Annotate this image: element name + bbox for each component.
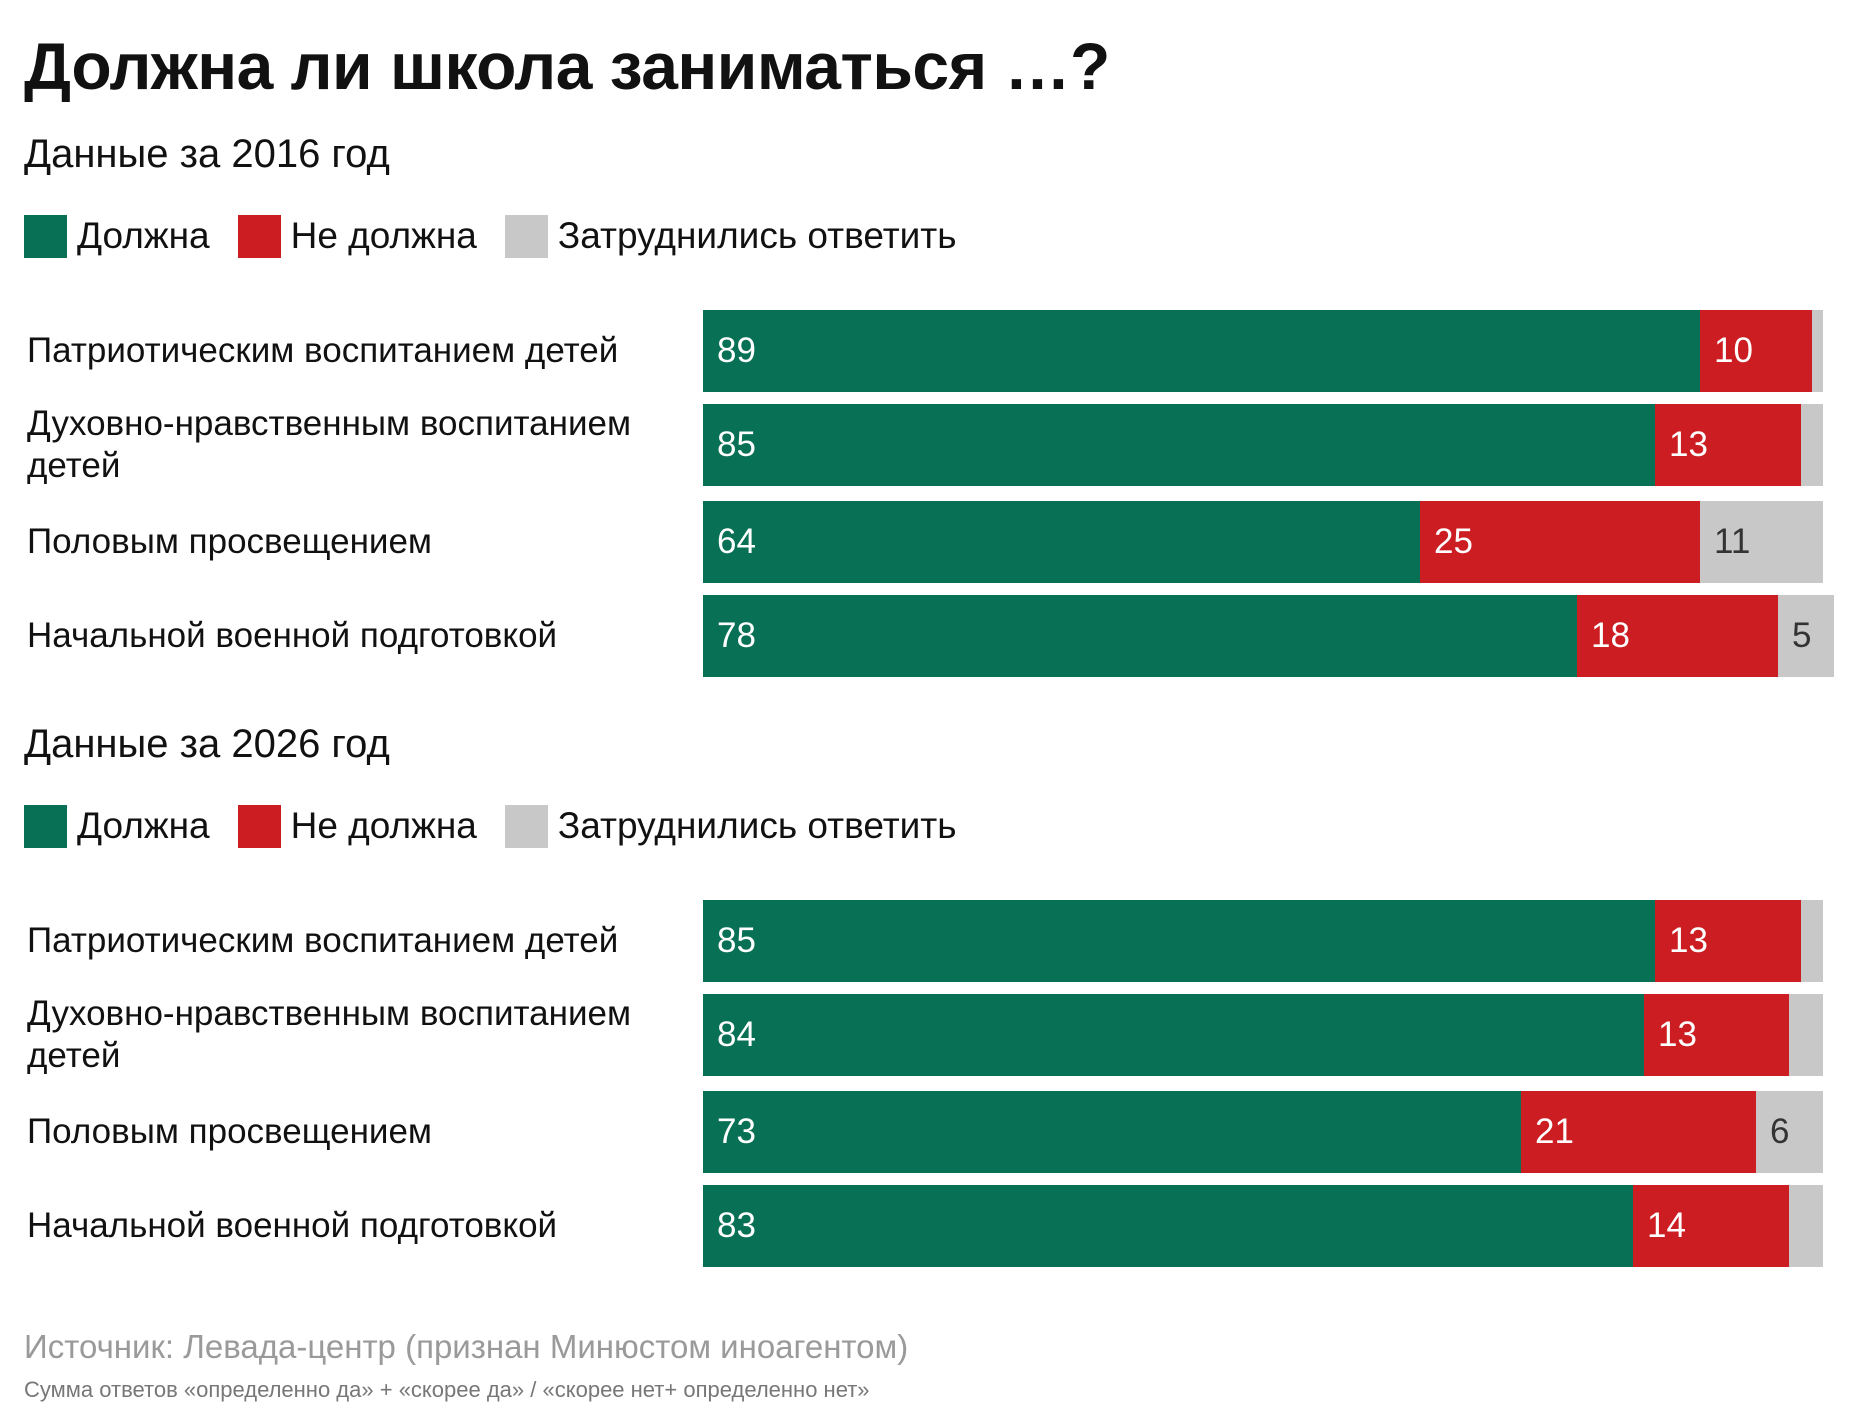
panel-subtitle: Данные за 2026 год	[24, 722, 390, 766]
bar-segment-unsure	[1801, 900, 1823, 982]
bar-segment-no	[1655, 404, 1801, 486]
legend-item-yes: Должна	[24, 214, 210, 258]
source-text: Источник: Левада-центр (признан Минюстом…	[24, 1328, 909, 1365]
legend-label-unsure: Затруднились ответить	[557, 805, 957, 846]
legend-swatch-yes	[24, 804, 67, 848]
panel-2026: Данные за 2026 год Должна Не должна Затр…	[0, 722, 1852, 1282]
data-label: 21	[1535, 1112, 1574, 1151]
legend-label-no: Не должна	[290, 215, 477, 256]
bar-segment-no	[1633, 1185, 1789, 1267]
category-label: Половым просвещением	[27, 1112, 432, 1151]
bar-segment-unsure	[1756, 1091, 1823, 1173]
data-label: 78	[717, 616, 756, 655]
category-label: Духовно-нравственным воспитанием детей	[27, 994, 632, 1075]
legend-item-yes: Должна	[24, 804, 210, 848]
legend-swatch-no	[237, 804, 281, 848]
data-label: 18	[1591, 616, 1630, 655]
bar-row: Половым просвещением 73 21 6	[0, 1091, 1852, 1173]
stacked-bar: 73 21 6	[703, 1091, 1823, 1173]
data-label: 11	[1714, 522, 1751, 561]
bar-segment-no	[1700, 310, 1812, 392]
bar-row: Духовно-нравственным воспитанием детей 84…	[0, 994, 1852, 1076]
legend-item-unsure: Затруднились ответить	[504, 214, 957, 258]
data-label: 84	[717, 1015, 756, 1054]
legend-item-no: Не должна	[237, 804, 477, 848]
category-label: Духовно-нравственным воспитанием детей	[27, 404, 632, 485]
legend-label-yes: Должна	[77, 805, 210, 846]
legend-label-unsure: Затруднились ответить	[557, 215, 957, 256]
bar-segment-unsure	[1801, 404, 1823, 486]
data-label: 73	[717, 1112, 756, 1151]
bar-segment-yes	[703, 1091, 1521, 1173]
panel-2016: Данные за 2016 год Должна Не должна Затр…	[0, 132, 1852, 692]
bar-row: Патриотическим воспитанием детей 89 10	[0, 310, 1852, 392]
bar-segment-no	[1655, 900, 1801, 982]
data-label: 13	[1669, 921, 1708, 960]
stacked-bar: 85 13	[703, 900, 1823, 982]
category-label: Патриотическим воспитанием детей	[27, 331, 619, 370]
bar-segment-unsure	[1789, 1185, 1823, 1267]
bar-row: Духовно-нравственным воспитанием детей 85…	[0, 404, 1852, 486]
bar-segment-unsure	[1700, 501, 1823, 583]
legend-label-no: Не должна	[290, 805, 477, 846]
legend-item-no: Не должна	[237, 214, 477, 258]
data-label: 64	[717, 522, 756, 561]
category-label: Начальной военной подготовкой	[27, 1206, 558, 1245]
legend-swatch-yes	[24, 214, 67, 258]
bar-segment-no	[1521, 1091, 1756, 1173]
data-label: 6	[1770, 1112, 1790, 1151]
stacked-bar: 64 25 11	[703, 501, 1823, 583]
bar-segment-no	[1420, 501, 1700, 583]
stacked-bar: 83 14	[703, 1185, 1823, 1267]
data-label: 10	[1714, 331, 1753, 370]
bar-segment-yes	[703, 310, 1700, 392]
data-label: 5	[1792, 616, 1812, 655]
data-label: 89	[717, 331, 756, 370]
data-label: 85	[717, 425, 756, 464]
bar-segment-yes	[703, 501, 1420, 583]
legend-label-yes: Должна	[77, 215, 210, 256]
bar-row: Начальной военной подготовкой 83 14	[0, 1185, 1852, 1267]
data-label: 13	[1658, 1015, 1697, 1054]
bar-segment-no	[1644, 994, 1789, 1076]
stacked-bar: 85 13	[703, 404, 1823, 486]
legend-item-unsure: Затруднились ответить	[504, 804, 957, 848]
bar-segment-unsure	[1778, 595, 1834, 677]
bar-segment-yes	[703, 994, 1644, 1076]
category-label: Патриотическим воспитанием детей	[27, 921, 619, 960]
legend-swatch-no	[237, 214, 281, 258]
bar-segment-unsure	[1812, 310, 1823, 392]
bar-row: Патриотическим воспитанием детей 85 13	[0, 900, 1852, 982]
bar-segment-no	[1577, 595, 1778, 677]
bar-segment-yes	[703, 1185, 1633, 1267]
data-label: 25	[1434, 522, 1473, 561]
stacked-bar: 78 18 5	[703, 595, 1834, 677]
data-label: 85	[717, 921, 756, 960]
legend: Должна Не должна Затруднились ответить	[24, 804, 985, 848]
bar-segment-yes	[703, 404, 1655, 486]
data-label: 13	[1669, 425, 1708, 464]
legend-swatch-unsure	[504, 804, 548, 848]
footnote-text: Сумма ответов «определенно да» + «скорее…	[24, 1377, 870, 1402]
bar-segment-unsure	[1789, 994, 1823, 1076]
stacked-bar: 84 13	[703, 994, 1823, 1076]
data-label: 83	[717, 1206, 756, 1245]
stacked-bar: 89 10	[703, 310, 1823, 392]
legend-swatch-unsure	[504, 214, 548, 258]
data-label: 14	[1647, 1206, 1686, 1245]
bar-segment-yes	[703, 900, 1655, 982]
bar-segment-yes	[703, 595, 1577, 677]
bar-row: Половым просвещением 64 25 11	[0, 501, 1852, 583]
category-label: Половым просвещением	[27, 522, 432, 561]
legend: Должна Не должна Затруднились ответить	[24, 214, 985, 258]
chart-title: Должна ли школа заниматься …?	[24, 29, 1110, 103]
category-label: Начальной военной подготовкой	[27, 616, 558, 655]
bar-row: Начальной военной подготовкой 78 18 5	[0, 595, 1852, 677]
panel-subtitle: Данные за 2016 год	[24, 132, 390, 176]
